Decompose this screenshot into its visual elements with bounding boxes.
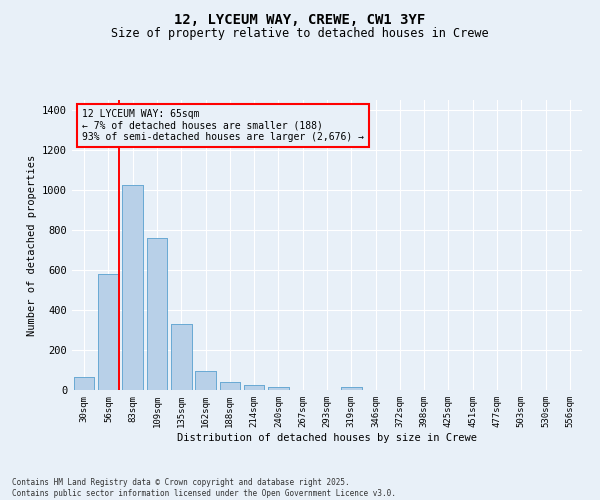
Bar [195,371,216,390]
Bar [171,324,191,390]
Bar [268,387,289,390]
X-axis label: Distribution of detached houses by size in Crewe: Distribution of detached houses by size … [177,432,477,442]
Bar [220,382,240,390]
Text: Contains HM Land Registry data © Crown copyright and database right 2025.
Contai: Contains HM Land Registry data © Crown c… [12,478,396,498]
Bar [122,185,143,390]
Bar [98,274,119,390]
Bar [341,387,362,390]
Bar [220,382,240,390]
Bar [244,385,265,390]
Bar [74,377,94,390]
Bar [341,387,362,390]
Y-axis label: Number of detached properties: Number of detached properties [26,154,37,336]
Bar [146,238,167,390]
Text: 12 LYCEUM WAY: 65sqm
← 7% of detached houses are smaller (188)
93% of semi-detac: 12 LYCEUM WAY: 65sqm ← 7% of detached ho… [82,108,364,142]
Bar [98,274,119,390]
Bar [244,385,265,390]
Bar [195,371,216,390]
Text: Size of property relative to detached houses in Crewe: Size of property relative to detached ho… [111,28,489,40]
Bar [146,238,167,390]
Text: 12, LYCEUM WAY, CREWE, CW1 3YF: 12, LYCEUM WAY, CREWE, CW1 3YF [175,12,425,26]
Bar [171,324,191,390]
Bar [268,387,289,390]
Bar [74,377,94,390]
Bar [122,185,143,390]
